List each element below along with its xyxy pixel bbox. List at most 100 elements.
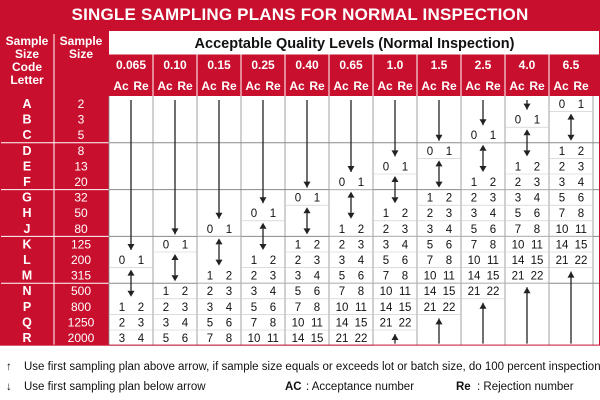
re-value: 11 xyxy=(267,333,279,345)
down-arrow-icon-head xyxy=(303,181,311,188)
ac-value: 7 xyxy=(383,271,389,283)
re-label: Re xyxy=(221,79,237,93)
re-value: 6 xyxy=(270,302,276,314)
code-letter: M xyxy=(22,269,32,283)
ac-value: 5 xyxy=(427,239,433,251)
ac-value: 0 xyxy=(559,99,565,111)
page-title: SINGLE SAMPLING PLANS FOR NORMAL INSPECT… xyxy=(0,0,600,30)
ac-value: 5 xyxy=(339,271,345,283)
code-letter: D xyxy=(22,144,31,158)
re-value: 6 xyxy=(578,193,584,205)
re-value: 4 xyxy=(358,255,365,267)
ac-value: 7 xyxy=(207,333,213,345)
re-value: 2 xyxy=(534,161,540,173)
re-value: 22 xyxy=(575,255,588,267)
ac-value: 7 xyxy=(471,239,477,251)
down-arrow-head xyxy=(259,244,267,250)
aql-level: 6.5 xyxy=(563,58,580,72)
ac-value: 14 xyxy=(512,255,525,267)
ac-value: 14 xyxy=(380,302,393,314)
up-arrow-head xyxy=(391,176,399,182)
re-value: 22 xyxy=(443,302,456,314)
ac-value: 0 xyxy=(383,161,389,173)
up-arrow-icon-head xyxy=(567,271,575,278)
re-value: 1 xyxy=(358,177,364,189)
ac-value: 3 xyxy=(515,193,521,205)
down-arrow-head xyxy=(303,228,311,235)
code-letter: B xyxy=(22,113,31,127)
re-value: 1 xyxy=(226,224,232,236)
up-arrow-icon-head xyxy=(391,334,399,340)
ac-label: Ac xyxy=(157,79,173,93)
ac-value: 3 xyxy=(471,208,477,220)
code-header-text: Size xyxy=(15,47,39,61)
ac-value: 0 xyxy=(251,208,257,220)
ac-value: 3 xyxy=(339,255,345,267)
ac-value: 10 xyxy=(336,302,349,314)
down-arrow-icon-head xyxy=(479,119,487,126)
aql-title: Acceptable Quality Levels (Normal Inspec… xyxy=(195,36,515,52)
re-value: 15 xyxy=(487,271,500,283)
re-value: 2 xyxy=(446,193,452,205)
down-arrow-icon: ↓ xyxy=(6,381,12,393)
ac-value: 10 xyxy=(468,255,481,267)
sample-size: 13 xyxy=(74,159,88,173)
ac-label: Ac xyxy=(289,79,305,93)
re-value: 22 xyxy=(399,317,412,329)
ac-value: 1 xyxy=(339,224,345,236)
sample-size: 200 xyxy=(71,253,91,267)
code-letter: F xyxy=(23,175,31,189)
ac-value: 14 xyxy=(468,271,481,283)
ac-value: 0 xyxy=(339,177,345,189)
code-letter: H xyxy=(22,206,31,220)
re-value: 3 xyxy=(490,193,496,205)
aql-level: 0.40 xyxy=(295,58,319,72)
sample-size: 20 xyxy=(74,175,88,189)
ac-value: 1 xyxy=(251,255,257,267)
re-value: 1 xyxy=(402,161,408,173)
re-value: 15 xyxy=(443,286,456,298)
re-value: 6 xyxy=(490,224,496,236)
up-arrow-head xyxy=(171,254,179,260)
sample-size: 3 xyxy=(78,113,85,127)
re-value: 2 xyxy=(314,239,320,251)
re-value: 4 xyxy=(402,239,409,251)
ac-label: Ac xyxy=(377,79,393,93)
re-value: 3 xyxy=(358,239,364,251)
up-arrow-head xyxy=(479,144,487,151)
legend-down-text: Use first sampling plan below arrow xyxy=(24,381,206,393)
re-value: 8 xyxy=(490,239,496,251)
ac-value: 0 xyxy=(163,239,169,251)
ac-value: 14 xyxy=(292,333,305,345)
sample-size: 125 xyxy=(71,237,91,251)
up-arrow-head xyxy=(303,207,311,214)
re-value: 11 xyxy=(531,239,543,251)
re-label: Re xyxy=(529,79,545,93)
size-header-text: Size xyxy=(69,47,93,61)
ac-value: 5 xyxy=(295,286,301,298)
ac-value: 3 xyxy=(119,333,125,345)
ac-value: 3 xyxy=(427,224,433,236)
down-arrow-icon-head xyxy=(127,244,135,250)
re-value: 1 xyxy=(314,193,320,205)
ac-value: 0 xyxy=(207,224,213,236)
up-arrow-head xyxy=(127,269,135,276)
re-value: 4 xyxy=(446,224,453,236)
re-value: 6 xyxy=(314,286,320,298)
code-letter: N xyxy=(22,284,31,298)
re-value: 3 xyxy=(182,302,188,314)
re-value: 1 xyxy=(534,115,540,127)
ac-value: 14 xyxy=(424,286,437,298)
re-value: 15 xyxy=(575,239,588,251)
re-value: 15 xyxy=(531,255,544,267)
re-value: 4 xyxy=(270,286,277,298)
re-value: 3 xyxy=(314,255,320,267)
re-value: 1 xyxy=(578,99,584,111)
aql-level: 0.15 xyxy=(207,58,231,72)
re-value: 4 xyxy=(314,271,321,283)
ac-value: 1 xyxy=(427,193,433,205)
sample-size: 800 xyxy=(71,300,91,314)
re-value: 15 xyxy=(311,333,324,345)
ac-value: 5 xyxy=(471,224,477,236)
sample-size: 500 xyxy=(71,284,91,298)
